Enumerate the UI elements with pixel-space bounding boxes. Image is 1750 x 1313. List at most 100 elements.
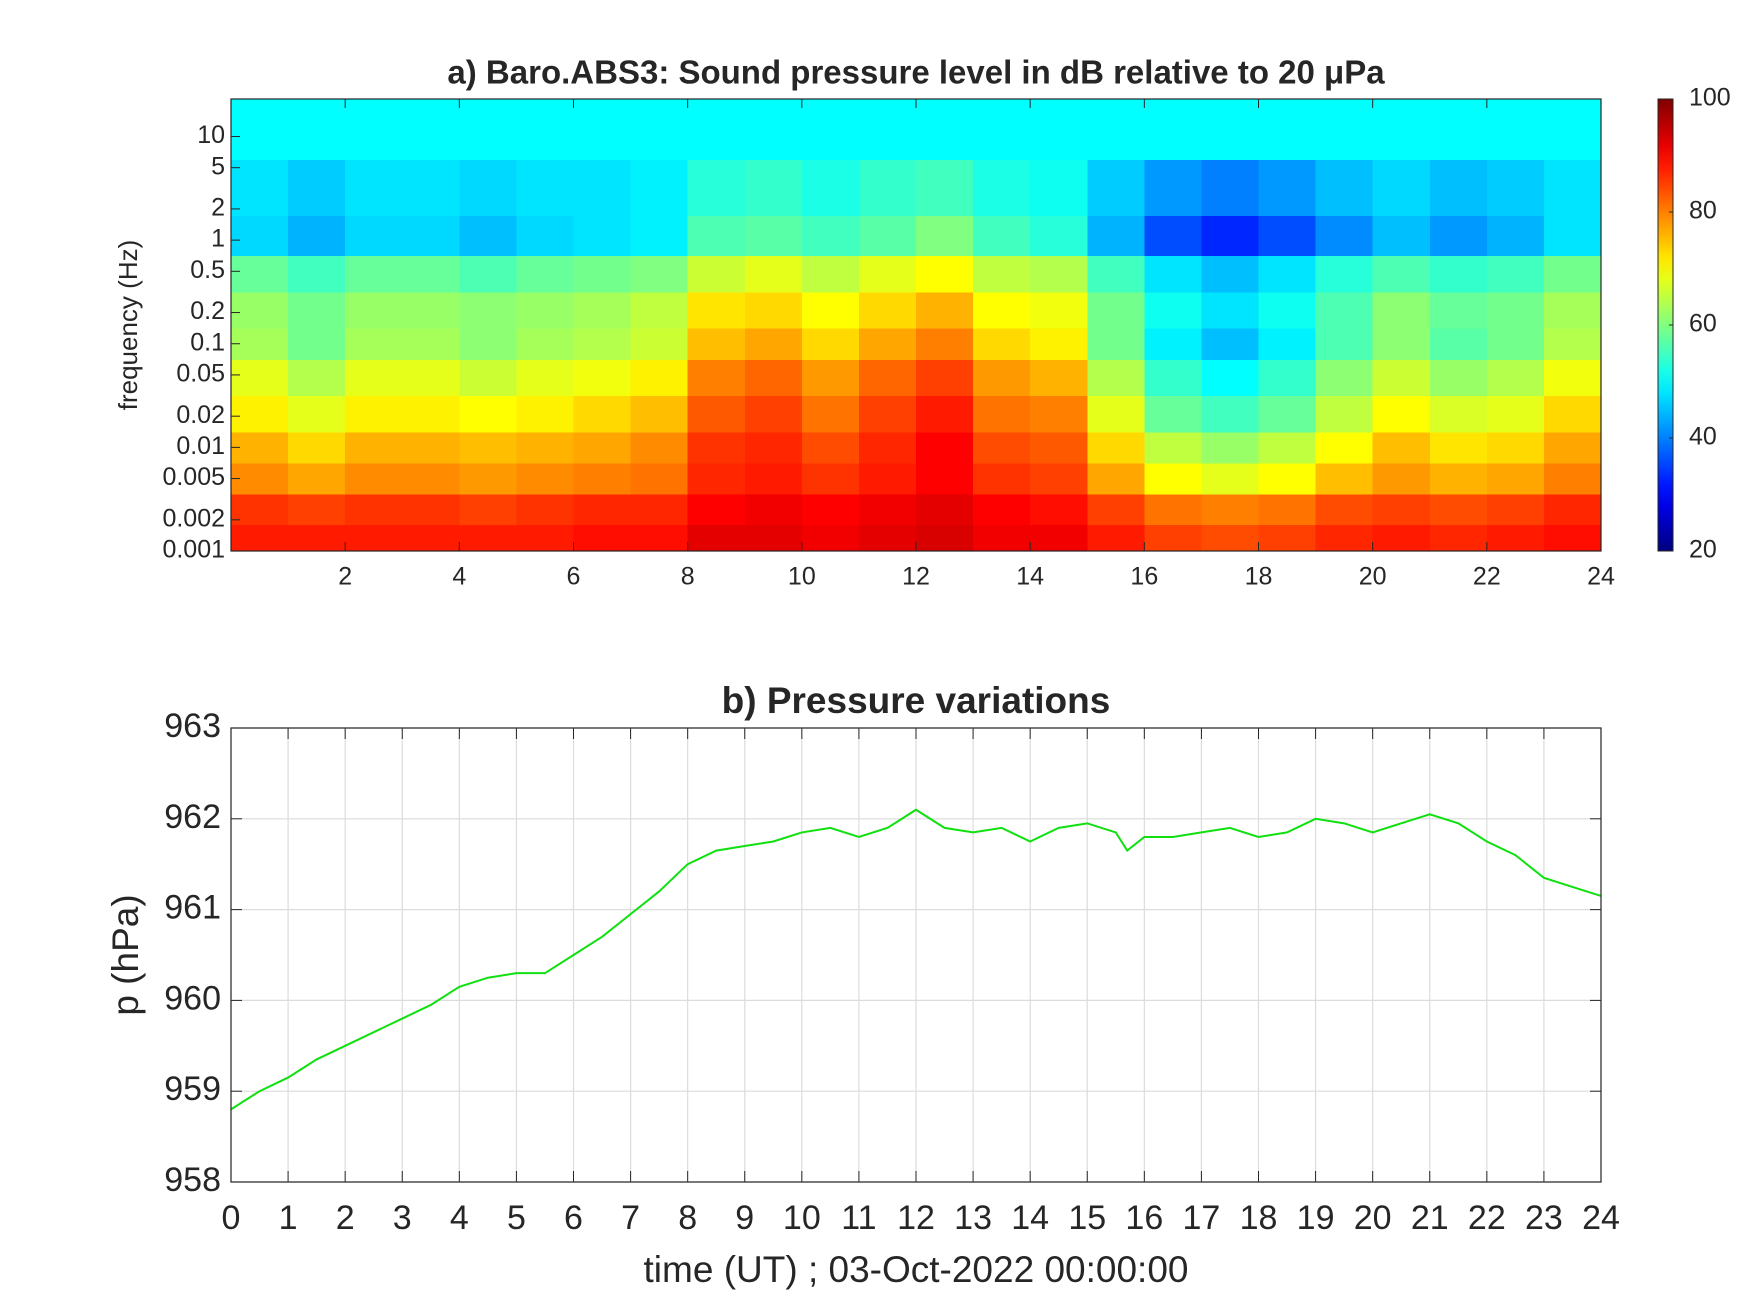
- heatmap-cell: [1144, 494, 1202, 525]
- y-tick-label: 0.05: [176, 360, 225, 388]
- heatmap-cell: [1543, 395, 1602, 433]
- heatmap-cell: [1201, 462, 1259, 495]
- heatmap-cell: [231, 431, 289, 464]
- heatmap-cell: [1543, 255, 1602, 293]
- heatmap-cell: [1201, 215, 1259, 257]
- x-tick-label: 12: [897, 1199, 935, 1237]
- x-tick-label: 2: [336, 1199, 355, 1237]
- y-axis-label: p (hPa): [105, 894, 146, 1015]
- heatmap-cell: [573, 524, 632, 552]
- heatmap-cell: [1201, 159, 1259, 216]
- y-tick-label: 962: [164, 798, 221, 836]
- heatmap-cell: [1201, 524, 1259, 552]
- y-tick-label: 961: [164, 889, 221, 927]
- heatmap-cell: [1486, 255, 1545, 293]
- heatmap-cell: [630, 359, 689, 397]
- heatmap-cell: [288, 159, 346, 216]
- heatmap-cell: [916, 359, 974, 397]
- x-tick-label: 5: [507, 1199, 526, 1237]
- y-tick-label: 963: [164, 707, 221, 745]
- heatmap-cell: [459, 359, 517, 397]
- heatmap-cell: [916, 328, 974, 360]
- heatmap-cell: [516, 291, 574, 329]
- heatmap-cell: [573, 431, 632, 464]
- heatmap-cell: [1429, 494, 1488, 525]
- heatmap-cell: [744, 359, 803, 397]
- heatmap-cell: [630, 462, 689, 495]
- heatmap-cell: [573, 159, 632, 216]
- heatmap-cell: [1315, 524, 1374, 552]
- heatmap-cell: [973, 462, 1031, 495]
- heatmap-cell: [1144, 359, 1202, 397]
- heatmap-cell: [1372, 215, 1431, 257]
- heatmap-cell: [801, 291, 860, 329]
- heatmap-cell: [516, 431, 574, 464]
- heatmap-cell: [1144, 215, 1202, 257]
- heatmap-cell: [288, 524, 346, 552]
- heatmap-cell: [1030, 494, 1088, 525]
- heatmap-cell: [288, 255, 346, 293]
- heatmap-cell: [1486, 99, 1545, 160]
- x-tick-label: 24: [1582, 1199, 1620, 1237]
- heatmap-cell: [1372, 494, 1431, 525]
- heatmap-cell: [916, 215, 974, 257]
- heatmap-cell: [801, 462, 860, 495]
- x-tick-label: 2: [338, 563, 352, 591]
- x-tick-label: 3: [393, 1199, 412, 1237]
- heatmap-cell: [1087, 215, 1145, 257]
- heatmap-cell: [973, 524, 1031, 552]
- heatmap-cell: [1144, 291, 1202, 329]
- heatmap-cell: [459, 255, 517, 293]
- heatmap-cell: [1372, 359, 1431, 397]
- x-tick-label: 0: [222, 1199, 241, 1237]
- heatmap-cell: [744, 99, 803, 160]
- heatmap-cell: [1315, 291, 1374, 329]
- heatmap-cell: [687, 215, 746, 257]
- heatmap-cell: [973, 359, 1031, 397]
- heatmap-cell: [402, 431, 460, 464]
- heatmap-cell: [858, 359, 917, 397]
- x-tick-label: 10: [783, 1199, 821, 1237]
- heatmap-cell: [231, 291, 289, 329]
- plot-frame: [230, 727, 1602, 1183]
- y-tick-label: 10: [197, 121, 225, 149]
- y-tick-label: 5: [211, 152, 225, 180]
- heatmap-cell: [1030, 395, 1088, 433]
- heatmap-cell: [1201, 291, 1259, 329]
- chart-title: b) Pressure variations: [722, 680, 1111, 721]
- heatmap-cell: [1030, 215, 1088, 257]
- x-tick-label: 20: [1354, 1199, 1392, 1237]
- heatmap-cell: [288, 328, 346, 360]
- heatmap-cell: [687, 255, 746, 293]
- heatmap-cell: [345, 395, 403, 433]
- heatmap-cell: [1315, 359, 1374, 397]
- x-tick-label: 4: [452, 563, 466, 591]
- heatmap-cell: [1030, 159, 1088, 216]
- heatmap-cell: [1258, 159, 1317, 216]
- heatmap-cell: [858, 255, 917, 293]
- x-tick-label: 8: [678, 1199, 697, 1237]
- heatmap-cell: [1315, 215, 1374, 257]
- heatmap-cell: [1372, 291, 1431, 329]
- heatmap-cell: [1372, 99, 1431, 160]
- heatmap-cell: [1144, 255, 1202, 293]
- heatmap-cell: [630, 494, 689, 525]
- heatmap-cell: [402, 215, 460, 257]
- heatmap-cell: [1486, 494, 1545, 525]
- heatmap-cell: [231, 494, 289, 525]
- chart-title: a) Baro.ABS3: Sound pressure level in dB…: [447, 54, 1385, 91]
- heatmap-cell: [1486, 328, 1545, 360]
- heatmap-cell: [1144, 328, 1202, 360]
- heatmap-cell: [1087, 159, 1145, 216]
- heatmap-cell: [1087, 431, 1145, 464]
- heatmap-cell: [858, 215, 917, 257]
- heatmap-cell: [1543, 359, 1602, 397]
- heatmap-cell: [459, 431, 517, 464]
- heatmap-cell: [1087, 328, 1145, 360]
- x-tick-label: 10: [788, 563, 816, 591]
- heatmap-cell: [459, 462, 517, 495]
- heatmap-cell: [573, 328, 632, 360]
- heatmap-cell: [345, 255, 403, 293]
- heatmap-cell: [1087, 494, 1145, 525]
- heatmap-cell: [459, 99, 517, 160]
